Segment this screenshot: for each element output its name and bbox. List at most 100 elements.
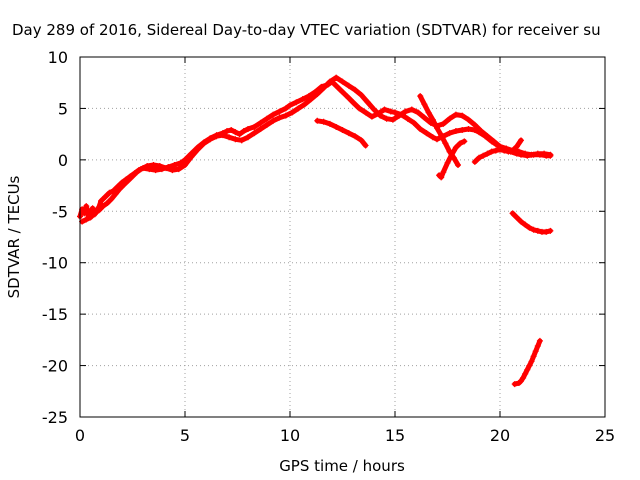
series-band [510,210,553,235]
data-point [282,105,289,112]
data-point [522,370,529,377]
data-point [224,128,230,135]
data-point [459,112,466,119]
series-band [79,75,553,225]
data-point [152,167,159,174]
data-point [188,153,195,160]
data-point [408,106,415,113]
data-point [387,108,394,115]
x-axis-title: GPS time / hours [279,457,405,475]
data-point [263,121,270,128]
data-point [289,109,296,116]
data-point [377,112,384,119]
data-point [200,140,207,147]
data-point [276,114,283,121]
x-tick-label: 25 [595,426,615,445]
data-point [389,116,396,123]
data-point [440,120,447,127]
data-point [356,105,363,112]
data-point [287,102,293,109]
data-point [448,151,455,158]
data-point [513,214,520,221]
data-point [520,374,527,381]
x-tick-label: 20 [490,426,510,445]
data-point [98,198,104,204]
data-point [501,147,508,154]
data-point [182,162,188,168]
plot-frame [79,56,606,418]
y-tick-label: -20 [42,357,68,376]
series-track-h [511,337,543,388]
data-point [530,353,537,360]
data-point [337,86,344,93]
data-point [245,126,251,132]
data-point [434,124,440,131]
data-point [350,99,356,106]
series-track-b [79,74,554,225]
data-point [358,137,365,144]
data-point [505,148,512,155]
data-point [534,227,541,234]
data-point [471,158,478,165]
data-point [484,150,491,157]
data-point [95,207,102,214]
data-point [392,109,398,116]
data-point [455,162,461,168]
data-point [534,150,541,157]
data-point [421,101,428,108]
data-point [83,216,90,223]
data-point [104,200,111,207]
data-point [465,116,472,123]
series-track-c [314,117,369,149]
series-band [314,118,369,148]
data-point [169,167,176,174]
data-point [442,140,449,147]
data-point [518,137,524,144]
data-point [263,115,270,122]
data-point [345,95,352,102]
data-point [452,111,459,118]
data-point [257,126,264,132]
data-point [171,162,178,168]
data-point [320,118,327,125]
data-point [452,144,459,151]
data-point [415,109,422,116]
data-point [314,91,321,98]
series-track-a [77,78,554,221]
data-point [497,146,503,153]
y-tick-label: 0 [58,151,68,170]
data-point [333,82,340,89]
data-point [81,210,88,217]
x-tick-label: 10 [280,426,300,445]
data-point [276,108,283,115]
data-point [91,210,98,217]
data-point [429,116,436,123]
data-point [425,109,432,116]
data-point [112,190,119,197]
data-point [522,221,529,228]
data-point [396,112,403,119]
data-point [87,214,94,221]
data-point [137,166,144,173]
series-track-g [509,210,554,235]
y-axis-title: SDTVAR / TECUs [5,175,23,298]
data-point [526,224,533,231]
data-point [480,152,487,159]
data-point [434,136,440,143]
series-band [512,338,543,387]
data-point [518,218,524,225]
data-point [100,203,107,210]
series-band [77,79,553,220]
data-point [282,112,289,119]
data-point [293,99,300,106]
data-point [129,173,136,180]
data-point [270,111,277,118]
data-point [471,121,478,128]
data-point [446,130,453,137]
data-point [339,127,346,134]
data-point [125,177,132,184]
data-point [295,105,302,112]
data-point [440,169,447,176]
data-point [518,378,524,384]
